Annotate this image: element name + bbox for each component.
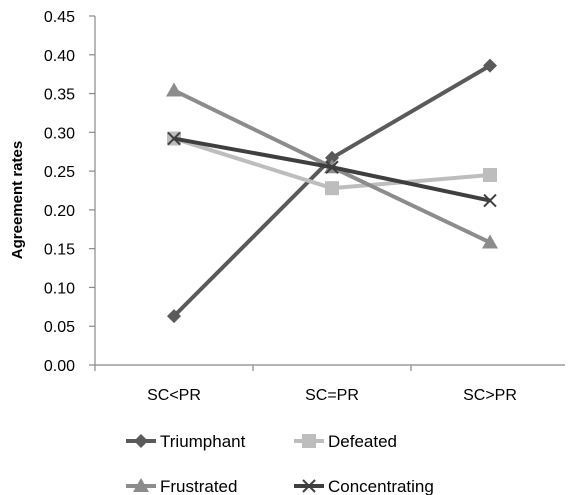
series-layer bbox=[166, 58, 498, 324]
legend-item-frustrated: Frustrated bbox=[126, 477, 237, 495]
legend-marker-defeated bbox=[302, 434, 316, 448]
data-point-triumphant bbox=[167, 309, 181, 324]
data-point-frustrated bbox=[166, 82, 182, 97]
y-tick-label: 0.10 bbox=[44, 280, 75, 297]
x-axis-ticks: SC<PR SC=PR SC>PR bbox=[94, 365, 517, 404]
legend-marker-concentrating bbox=[302, 479, 316, 493]
series-triumphant bbox=[167, 58, 497, 324]
y-tick-label: 0.45 bbox=[44, 9, 75, 26]
data-point-defeated bbox=[325, 181, 339, 196]
data-point-concentrating bbox=[167, 131, 181, 146]
x-tick-label: SC=PR bbox=[305, 387, 359, 404]
legend-label-defeated: Defeated bbox=[328, 432, 397, 451]
data-point-defeated bbox=[483, 167, 497, 182]
legend-item-triumphant: Triumphant bbox=[126, 432, 246, 451]
y-tick-label: 0.30 bbox=[44, 125, 75, 142]
axes bbox=[94, 16, 565, 366]
x-tick-label: SC<PR bbox=[147, 387, 201, 404]
data-point-triumphant bbox=[325, 150, 339, 165]
legend-item-defeated: Defeated bbox=[294, 432, 397, 451]
legend-label-concentrating: Concentrating bbox=[328, 477, 434, 495]
legend-marker-frustrated bbox=[133, 478, 149, 492]
legend-label-triumphant: Triumphant bbox=[160, 432, 246, 451]
data-point-concentrating bbox=[325, 160, 339, 174]
data-point-concentrating bbox=[483, 193, 497, 208]
y-tick-label: 0.20 bbox=[44, 203, 75, 220]
legend: Triumphant Defeated Frustrated Concentratin… bbox=[126, 432, 434, 495]
data-point-triumphant bbox=[483, 58, 497, 73]
y-tick-label: 0.25 bbox=[44, 164, 75, 181]
y-tick-label: 0.05 bbox=[44, 319, 75, 336]
legend-item-concentrating: Concentrating bbox=[294, 477, 434, 495]
y-axis-title: Agreement rates bbox=[9, 141, 26, 259]
y-tick-label: 0.00 bbox=[44, 358, 75, 375]
y-tick-label: 0.15 bbox=[44, 242, 75, 259]
data-point-frustrated bbox=[482, 234, 498, 249]
legend-label-frustrated: Frustrated bbox=[160, 477, 237, 495]
y-tick-label: 0.40 bbox=[44, 48, 75, 65]
x-tick-label: SC>PR bbox=[463, 387, 517, 404]
legend-marker-triumphant bbox=[134, 434, 148, 448]
series-concentrating bbox=[167, 131, 497, 208]
y-tick-label: 0.35 bbox=[44, 87, 75, 104]
y-axis-ticks: 0.00 0.05 0.10 0.15 0.20 0.25 0.30 0.35 0.40 0.45 bbox=[44, 9, 95, 375]
